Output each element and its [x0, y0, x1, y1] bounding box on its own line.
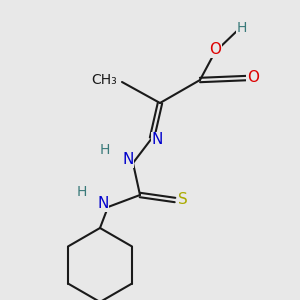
Text: O: O	[209, 43, 221, 58]
Text: H: H	[237, 21, 247, 35]
Text: O: O	[247, 70, 259, 86]
Text: H: H	[77, 185, 87, 199]
Text: N: N	[97, 196, 109, 211]
Text: H: H	[100, 143, 110, 157]
Text: N: N	[122, 152, 134, 167]
Text: N: N	[151, 133, 163, 148]
Text: CH₃: CH₃	[91, 73, 117, 87]
Text: S: S	[178, 193, 188, 208]
